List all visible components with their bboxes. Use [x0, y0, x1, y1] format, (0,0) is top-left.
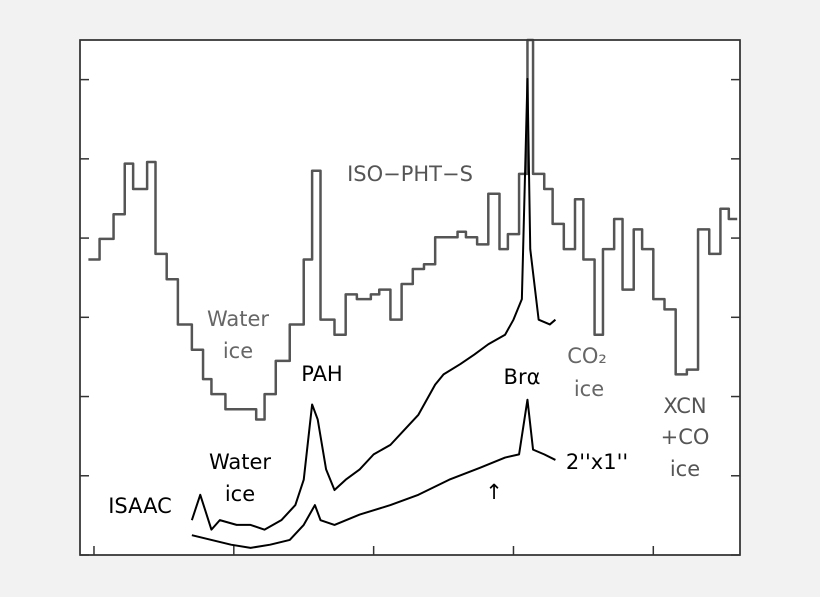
plot-frame-edge	[79, 39, 741, 556]
annotation: Water	[209, 450, 271, 474]
annotation: ice	[223, 339, 253, 363]
annotation: ice	[574, 377, 604, 401]
spectrum-line	[191, 398, 556, 549]
annotation: PAH	[301, 362, 342, 386]
annotation: ice	[225, 482, 255, 506]
spectrum-line	[88, 38, 738, 421]
annotation: +CO	[661, 425, 710, 449]
annotation: ↑	[485, 480, 503, 504]
series-label: ISAAC	[108, 494, 172, 518]
series-label: ISO−PHT−S	[347, 162, 473, 186]
spectrum-line	[190, 77, 557, 531]
series-label: 2''x1''	[566, 450, 628, 474]
annotation: Brα	[504, 365, 541, 389]
annotation: XCN	[663, 394, 706, 418]
annotation: ice	[670, 457, 700, 481]
plot-frame	[79, 39, 741, 556]
annotation: CO₂	[567, 344, 607, 368]
annotation: Water	[207, 307, 269, 331]
